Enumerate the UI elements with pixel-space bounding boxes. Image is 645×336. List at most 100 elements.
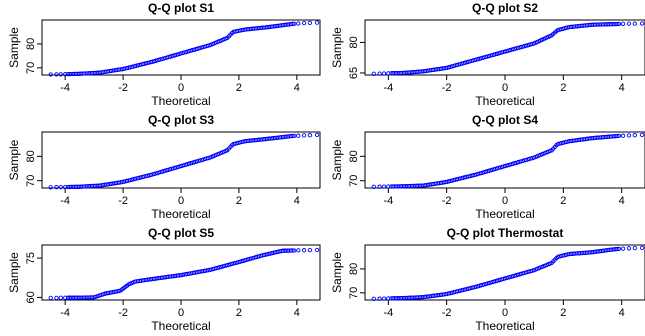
qq-point <box>616 21 622 27</box>
qq-point <box>639 21 645 26</box>
x-tick-label: 4 <box>619 307 625 319</box>
y-tick-label: 80 <box>348 150 360 162</box>
x-tick-label: 0 <box>178 195 184 207</box>
qq-point <box>620 133 626 138</box>
panel-4: Q-Q plot S4 -4 -2 0 2 4 70 80 Theoretical Sample <box>330 113 645 221</box>
qq-point <box>615 133 620 139</box>
x-tick-label: -4 <box>383 82 393 94</box>
x-axis-label: Theoretical <box>475 94 534 108</box>
x-tick-label: -2 <box>118 195 128 207</box>
plot-frame <box>364 131 645 189</box>
plot-frame <box>41 131 321 189</box>
y-tick-label: 80 <box>348 263 360 275</box>
qq-point <box>626 21 632 26</box>
x-axis-label: Theoretical <box>151 319 210 333</box>
qq-point <box>381 184 387 189</box>
x-tick-label: -4 <box>60 195 70 207</box>
x-tick-label: -4 <box>60 82 70 94</box>
qq-point <box>48 72 53 77</box>
x-axis-label: Theoretical <box>475 207 534 221</box>
y-tick-label: 70 <box>348 287 360 299</box>
y-tick-label: 60 <box>25 291 37 303</box>
qq-point <box>63 184 68 190</box>
qq-point <box>381 71 387 76</box>
qq-point <box>296 21 301 26</box>
quantile-points <box>48 20 320 77</box>
y-tick-label: 80 <box>25 150 37 162</box>
qq-point <box>54 295 59 301</box>
qq-point <box>371 71 376 76</box>
qq-point <box>314 132 320 138</box>
qq-point <box>296 133 301 138</box>
qq-point <box>632 245 637 251</box>
x-tick-label: 4 <box>619 82 625 94</box>
qq-point <box>371 184 376 189</box>
panel-6: Q-Q plot Thermostat -4 -2 0 2 4 70 80 Theoretica… <box>330 226 645 333</box>
qq-point <box>301 248 307 253</box>
qq-point <box>632 21 637 26</box>
x-tick-label: 2 <box>560 307 566 319</box>
x-tick-label: 0 <box>502 307 508 319</box>
x-tick-label: 0 <box>502 82 508 94</box>
panel-5: Q-Q plot S5 -4 -2 0 2 4 60 75 Theoretical Sample <box>7 226 321 333</box>
x-tick-label: 2 <box>236 195 242 207</box>
y-axis-label: Sample <box>7 252 21 293</box>
qq-point <box>292 248 297 253</box>
y-tick-label: 65 <box>348 67 360 79</box>
x-axis-label: Theoretical <box>151 94 210 108</box>
qq-point <box>58 184 63 190</box>
qq-point <box>377 296 382 301</box>
quantile-points <box>371 132 645 189</box>
x-tick-label: -4 <box>383 307 393 319</box>
x-axis-label: Theoretical <box>151 207 210 221</box>
quantile-points <box>48 132 320 190</box>
quantile-points <box>371 245 645 301</box>
qq-point <box>314 247 320 253</box>
qq-point <box>377 184 382 189</box>
qq-point <box>290 21 295 27</box>
qq-point <box>290 248 295 253</box>
x-tick-label: -2 <box>118 307 128 319</box>
qq-point <box>301 20 307 26</box>
panel-title: Q-Q plot S2 <box>472 1 538 15</box>
qq-point <box>307 247 313 253</box>
qq-point <box>626 133 632 138</box>
x-tick-label: -4 <box>60 307 70 319</box>
qq-point <box>632 133 637 138</box>
y-tick-label: 75 <box>25 252 37 264</box>
x-tick-label: 2 <box>560 195 566 207</box>
panel-title: Q-Q plot S4 <box>472 113 538 127</box>
qq-point <box>377 71 382 76</box>
x-tick-label: 2 <box>560 82 566 94</box>
qq-point <box>620 21 626 26</box>
qq-point <box>626 246 632 251</box>
qq-point <box>620 246 626 251</box>
qq-point <box>615 21 620 27</box>
y-tick-label: 70 <box>25 62 37 74</box>
quantile-points <box>48 247 320 301</box>
x-tick-label: 2 <box>236 307 242 319</box>
qq-point <box>307 20 313 26</box>
qq-point <box>58 72 63 77</box>
x-tick-label: -2 <box>442 82 452 94</box>
panel-title: Q-Q plot S3 <box>148 113 214 127</box>
qq-point <box>63 295 68 300</box>
qq-point <box>371 296 376 301</box>
y-tick-label: 70 <box>348 175 360 187</box>
panel-1: Q-Q plot S1 -4 -2 0 2 4 70 80 Theoretical Sample <box>7 1 321 108</box>
plot-frame <box>41 19 321 76</box>
qq-point <box>58 295 63 300</box>
x-tick-label: 0 <box>502 195 508 207</box>
y-axis-label: Sample <box>330 139 344 180</box>
qq-point <box>292 133 297 139</box>
panel-3: Q-Q plot S3 -4 -2 0 2 4 70 80 Theoretical Sample <box>7 113 321 221</box>
panel-title: Q-Q plot S5 <box>148 226 214 240</box>
panel-title: Q-Q plot S1 <box>148 1 214 15</box>
qq-point <box>301 133 307 138</box>
plot-frame <box>364 19 645 76</box>
y-tick-label: 80 <box>348 36 360 48</box>
x-tick-label: 4 <box>294 82 300 94</box>
qq-point <box>296 248 301 253</box>
x-tick-label: 4 <box>294 195 300 207</box>
